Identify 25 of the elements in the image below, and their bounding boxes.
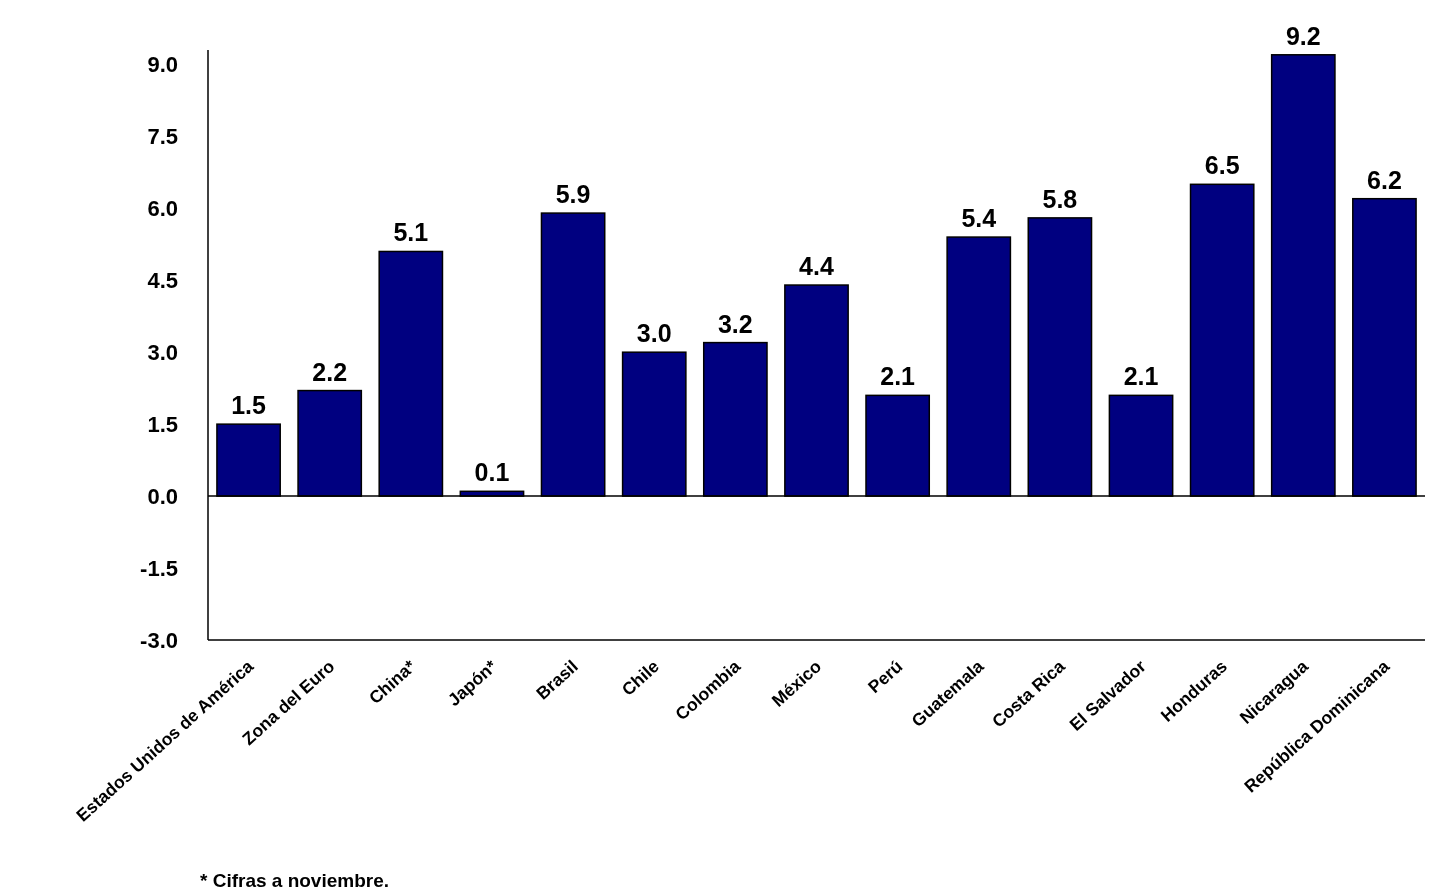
data-label: 2.2 [312, 357, 348, 386]
data-label: 5.9 [555, 180, 591, 209]
data-label: 5.4 [961, 204, 997, 233]
y-tick-label: 7.5 [147, 124, 178, 150]
y-tick-label: 6.0 [147, 195, 178, 221]
data-label: 5.8 [1042, 184, 1078, 213]
y-tick-label: 3.0 [147, 339, 178, 365]
y-tick-label: 0.0 [147, 483, 178, 509]
data-label: 1.5 [231, 391, 267, 420]
y-tick-label: -3.0 [140, 627, 178, 653]
y-tick-label: 1.5 [147, 411, 178, 437]
y-tick-label: 4.5 [147, 267, 178, 293]
y-tick-label: -1.5 [140, 555, 178, 581]
data-label: 5.1 [393, 218, 429, 247]
y-tick-label: 9.0 [147, 52, 178, 78]
text: * Cifras a noviembre. [200, 870, 390, 891]
data-label: 2.1 [880, 362, 916, 391]
data-label: 2.1 [1123, 362, 1159, 391]
data-label: 6.5 [1204, 151, 1240, 180]
data-label: 0.1 [474, 458, 510, 487]
data-label: 9.2 [1285, 21, 1321, 50]
data-label: 3.0 [636, 319, 672, 348]
data-label: 6.2 [1367, 165, 1402, 194]
data-label: 3.2 [717, 309, 753, 338]
data-label: 4.4 [799, 252, 834, 281]
